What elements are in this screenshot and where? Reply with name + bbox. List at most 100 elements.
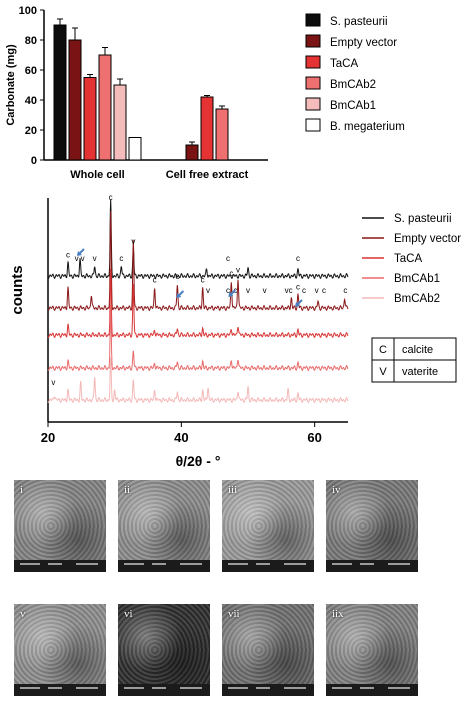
sem-micrograph-texture (14, 604, 106, 696)
bar (83, 77, 97, 161)
legend-label: TaCA (330, 58, 358, 70)
sem-panel: iii (222, 480, 314, 572)
peak-annotation: c (302, 286, 306, 295)
sem-info-mark (180, 563, 202, 565)
xrd-series-line (47, 304, 349, 372)
xrd-chart-lines (47, 199, 349, 404)
sem-micrograph-texture (118, 480, 210, 572)
peak-annotation: v (93, 254, 97, 263)
bar (185, 144, 199, 161)
sem-info-mark (228, 563, 248, 565)
x-category-label: Whole cell (70, 169, 124, 181)
peak-annotation: v (263, 286, 267, 295)
x-axis-label: θ/2θ - ° (176, 453, 221, 469)
sem-panel-label: iv (332, 484, 341, 496)
legend-swatch (305, 55, 321, 69)
sem-info-mark (152, 687, 166, 689)
peak-annotation: v (81, 254, 85, 263)
legend-label: BmCAb1 (330, 100, 376, 112)
xrd-series-line (47, 357, 349, 404)
bar (53, 24, 67, 161)
sem-micrograph-texture (222, 604, 314, 696)
legend-label: Empty vector (394, 233, 461, 245)
peak-annotation: v (75, 254, 79, 263)
xrd-series-line (47, 210, 349, 312)
sem-info-bar (118, 684, 210, 696)
legend-swatch (305, 34, 321, 48)
sem-micrograph-texture (118, 604, 210, 696)
sem-panel: vii (222, 604, 314, 696)
sem-panel: i (14, 480, 106, 572)
x-category-label: Cell free extract (166, 169, 249, 181)
sem-panel: vi (118, 604, 210, 696)
sem-micrograph-texture (326, 604, 418, 696)
sem-image-grid: i ii iii iv v vi vii iix (14, 480, 454, 698)
sem-micrograph-texture (222, 480, 314, 572)
peak-arrowhead (228, 292, 234, 297)
peak-arrowhead (77, 251, 82, 256)
sem-panel-label: vii (228, 608, 240, 620)
sem-info-bar (14, 560, 106, 572)
sem-info-mark (360, 687, 374, 689)
key-symbol: V (379, 366, 387, 378)
sem-info-mark (48, 687, 62, 689)
sem-info-mark (284, 563, 306, 565)
sem-info-bar (222, 684, 314, 696)
legend-label: BmCAb1 (394, 273, 440, 285)
peak-annotation: c (119, 254, 123, 263)
sem-info-mark (228, 687, 248, 689)
sem-panel: v (14, 604, 106, 696)
peak-annotation: v (51, 378, 55, 387)
sem-panel-label: iix (332, 608, 344, 620)
sem-info-mark (388, 563, 410, 565)
y-axis-label: Carbonate (mg) (5, 44, 17, 126)
peak-annotation: c (175, 272, 179, 281)
sem-micrograph-texture (14, 480, 106, 572)
peak-annotation: c (296, 282, 300, 291)
x-tick-label: 20 (41, 430, 55, 445)
sem-panel: iix (326, 604, 418, 696)
sem-panel-label: iii (228, 484, 238, 496)
sem-info-mark (256, 563, 270, 565)
sem-info-bar (222, 560, 314, 572)
sem-info-mark (332, 687, 352, 689)
sem-info-mark (332, 563, 352, 565)
bar (128, 137, 142, 161)
peak-annotation: v (246, 286, 250, 295)
y-tick-label: 0 (31, 155, 37, 167)
sem-info-mark (20, 687, 40, 689)
peak-annotation: c (109, 193, 113, 202)
legend-label: TaCA (394, 253, 422, 265)
legend-label: S. pasteurii (394, 213, 452, 225)
sem-info-bar (326, 684, 418, 696)
sem-info-mark (48, 563, 62, 565)
y-tick-label: 80 (25, 35, 37, 47)
legend-swatch (305, 97, 321, 111)
peak-annotation: v (315, 286, 319, 295)
bar (215, 108, 229, 161)
peak-annotation: v (285, 286, 289, 295)
legend-swatch (305, 118, 321, 132)
legend-label: BmCAb2 (394, 293, 440, 305)
bar (113, 84, 127, 161)
carbonate-bar-chart: 0 20 40 60 80 100 Carbonate (mg) Whole cell Cell… (5, 5, 405, 181)
sem-info-mark (256, 687, 270, 689)
bar-chart-bars (53, 18, 229, 161)
peak-annotation: c (289, 286, 293, 295)
x-tick-label: 40 (174, 430, 188, 445)
sem-panel: ii (118, 480, 210, 572)
sem-info-mark (180, 687, 202, 689)
sem-info-mark (360, 563, 374, 565)
sem-info-mark (76, 687, 98, 689)
bar (68, 39, 82, 161)
xrd-series-line (47, 199, 349, 280)
legend-swatch (305, 13, 321, 27)
sem-micrograph-texture (326, 480, 418, 572)
sem-info-mark (124, 563, 144, 565)
y-tick-label: 60 (25, 65, 37, 77)
peak-annotation: v (236, 265, 240, 274)
legend-label: BmCAb2 (330, 79, 376, 91)
sem-info-bar (118, 560, 210, 572)
